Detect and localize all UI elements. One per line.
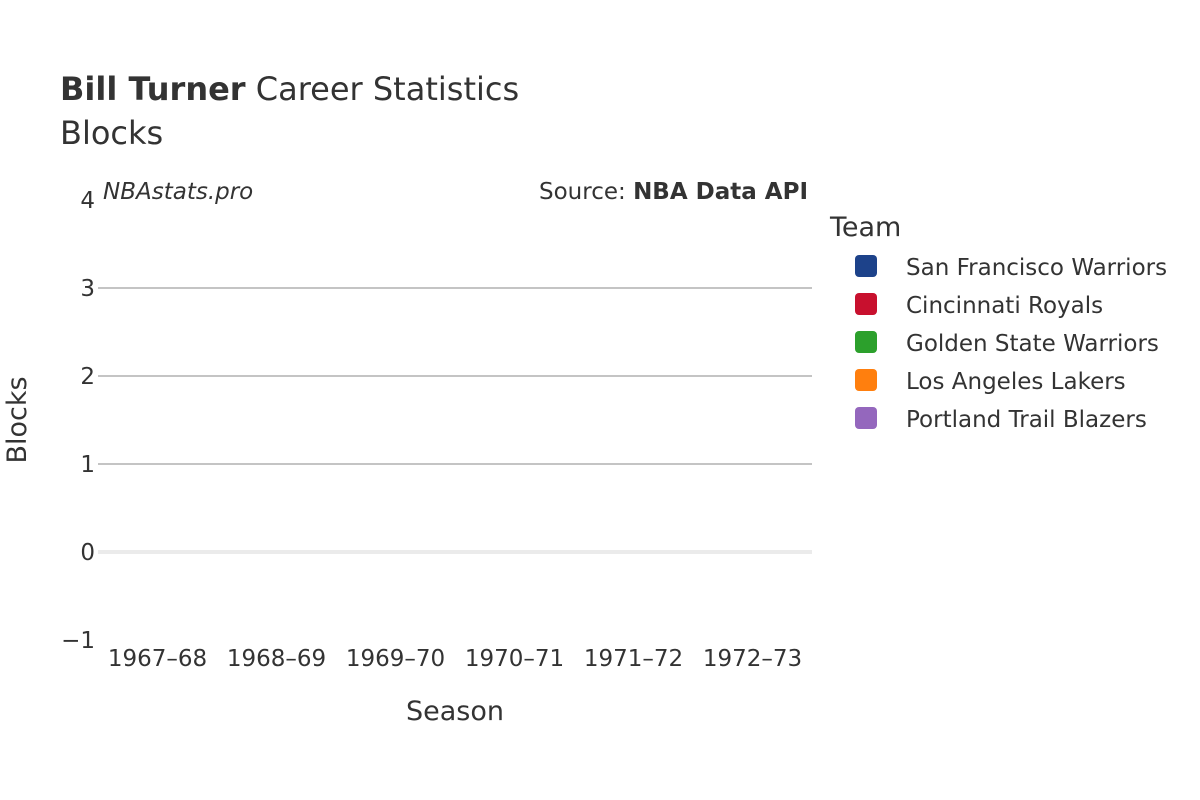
legend-label[interactable]: Portland Trail Blazers	[906, 407, 1147, 433]
y-tick-label: 3	[80, 276, 95, 302]
y-axis-ticks: 4 3 2 1 0 −1	[61, 188, 95, 654]
source-prefix: Source:	[539, 179, 633, 205]
x-tick-label: 1972–73	[703, 646, 802, 672]
legend-label[interactable]: Los Angeles Lakers	[906, 369, 1126, 395]
legend: San Francisco Warriors Cincinnati Royals G…	[855, 255, 1167, 433]
x-tick-label: 1971–72	[584, 646, 683, 672]
y-tick-label: 4	[80, 188, 95, 214]
chart-title: Bill Turner Career Statistics	[60, 70, 519, 108]
legend-swatch[interactable]	[855, 293, 877, 315]
x-axis-title: Season	[406, 696, 504, 727]
y-tick-label: −1	[61, 628, 95, 654]
x-tick-label: 1969–70	[346, 646, 445, 672]
x-axis-ticks: 1967–68 1968–69 1969–70 1970–71 1971–72 1972–…	[108, 646, 802, 672]
y-tick-label: 1	[80, 452, 95, 478]
source-credit: Source: NBA Data API	[539, 179, 808, 205]
x-tick-label: 1970–71	[465, 646, 564, 672]
source-name: NBA Data API	[633, 179, 808, 205]
chart-subtitle: Blocks	[60, 114, 163, 152]
gridlines	[98, 287, 812, 554]
x-tick-label: 1968–69	[227, 646, 326, 672]
title-rest: Career Statistics	[246, 70, 520, 108]
legend-swatch[interactable]	[855, 255, 877, 277]
y-tick-label: 2	[80, 364, 95, 390]
legend-label[interactable]: San Francisco Warriors	[906, 255, 1167, 281]
legend-swatch[interactable]	[855, 369, 877, 391]
x-tick-label: 1967–68	[108, 646, 207, 672]
legend-label[interactable]: Cincinnati Royals	[906, 293, 1103, 319]
y-axis-title: Blocks	[2, 376, 33, 463]
legend-swatch[interactable]	[855, 407, 877, 429]
legend-label[interactable]: Golden State Warriors	[906, 331, 1159, 357]
legend-title: Team	[829, 212, 901, 243]
watermark: NBAstats.pro	[103, 179, 253, 205]
legend-swatch[interactable]	[855, 331, 877, 353]
y-tick-label: 0	[80, 540, 95, 566]
player-name: Bill Turner	[60, 70, 246, 108]
